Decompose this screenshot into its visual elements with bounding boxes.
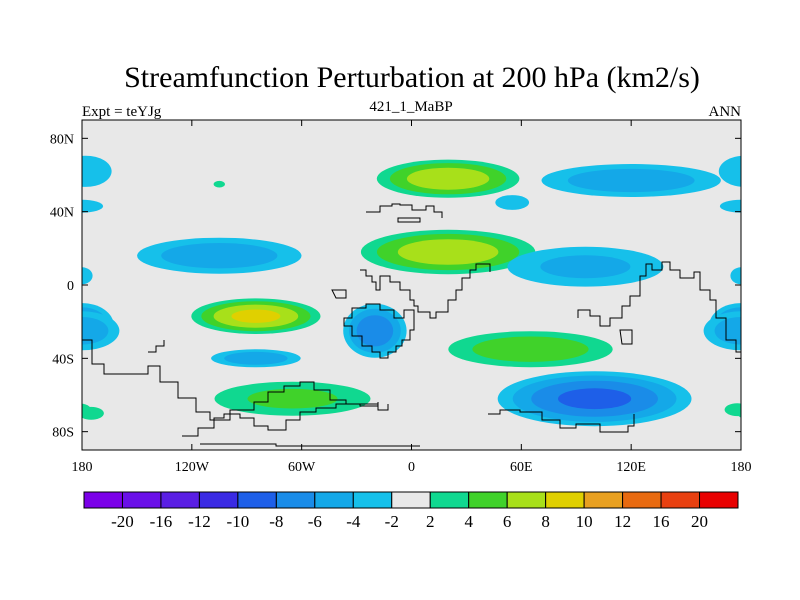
contour-band	[724, 403, 741, 417]
colorbar-swatch	[121, 491, 162, 509]
colorbar-swatch	[391, 491, 431, 509]
coastline-antarctic-base	[200, 443, 420, 447]
colorbar-swatch	[699, 491, 739, 509]
x-tick-label: 0	[408, 460, 415, 475]
colorbar-swatch	[622, 491, 662, 509]
x-tick-label: 60E	[510, 460, 533, 475]
coastline-southern-shelf	[182, 402, 379, 437]
x-tick-label: 120W	[175, 460, 210, 475]
colorbar-label: -12	[188, 512, 211, 531]
contour-band	[82, 199, 104, 213]
x-axis-ticks: 180 120W 60W 0 60E 120E 180	[72, 120, 752, 475]
colorbar-label: -6	[308, 512, 322, 531]
map-plot-area	[81, 119, 742, 451]
contour-band	[558, 388, 632, 410]
colorbar-swatch	[660, 491, 701, 509]
y-axis-ticks: 80N 40N 0 40S 80S	[50, 132, 741, 441]
colorbar-label: 10	[576, 512, 593, 531]
contour-band	[356, 315, 394, 347]
contour-band	[82, 155, 112, 187]
contour-band	[718, 155, 741, 187]
x-tick-label: 180	[731, 460, 752, 475]
contour-band	[213, 180, 225, 188]
colorbar-label: -2	[385, 512, 399, 531]
y-tick-label: 40N	[50, 206, 74, 221]
colorbar-swatch	[583, 491, 624, 509]
center-subtitle: 421_1_MaBP	[369, 99, 452, 115]
colorbar-label: -8	[269, 512, 283, 531]
colorbar-swatch	[429, 491, 470, 509]
contour-band	[161, 243, 278, 269]
colorbar-swatch	[545, 491, 585, 509]
filled-contour-field	[82, 155, 741, 427]
chart-title: Streamfunction Perturbation at 200 hPa (…	[124, 61, 700, 94]
right-subtitle: ANN	[709, 104, 742, 120]
coastline-antarctic-east	[488, 409, 635, 433]
colorbar-label: 20	[691, 512, 708, 531]
x-tick-label: 180	[72, 460, 93, 475]
x-tick-label: 120E	[616, 460, 646, 475]
left-subtitle: Expt = teYJg	[82, 104, 162, 120]
y-tick-label: 40S	[52, 352, 74, 367]
colorbar-swatch	[160, 491, 200, 509]
coastline-lakes	[331, 217, 421, 299]
colorbar-label: 8	[541, 512, 550, 531]
coastlines	[82, 203, 741, 447]
contour-band	[540, 255, 631, 279]
colorbar-swatch	[468, 491, 508, 509]
x-tick-label: 60W	[288, 460, 316, 475]
coastline-southwest	[82, 339, 389, 421]
contour-band	[472, 336, 589, 362]
colorbar-label: 6	[503, 512, 512, 531]
coastline-northamerica-pacific	[366, 203, 443, 218]
colorbar-swatch	[352, 491, 393, 509]
colorbar-swatch	[237, 491, 277, 509]
y-tick-label: 80N	[50, 132, 74, 147]
y-tick-label: 0	[67, 279, 74, 294]
colorbar-swatch	[275, 491, 316, 509]
colorbar-label: -4	[346, 512, 361, 531]
contour-band	[714, 317, 741, 345]
colorbar-label: 2	[426, 512, 435, 531]
colorbar-label: 12	[614, 512, 631, 531]
contour-band	[397, 239, 499, 265]
coastline-central-isthmus	[360, 263, 491, 319]
colorbar-label: -16	[150, 512, 173, 531]
colorbar-label: 16	[653, 512, 670, 531]
colorbar-swatch	[314, 491, 354, 509]
contour-band	[719, 199, 741, 213]
colorbar-swatch	[506, 491, 547, 509]
contour-band	[730, 267, 741, 285]
contour-band	[82, 317, 109, 345]
colorbar-label: -10	[227, 512, 250, 531]
contour-band	[224, 351, 288, 365]
contour-band	[247, 388, 338, 409]
colorbar-label: -20	[111, 512, 134, 531]
contour-band	[495, 195, 530, 210]
contour-band	[231, 309, 281, 323]
coastline-madagascar	[619, 329, 633, 345]
contour-band	[82, 267, 93, 285]
y-tick-label: 80S	[52, 426, 74, 441]
colorbar-swatch	[198, 491, 239, 509]
contour-band	[567, 168, 695, 193]
colorbar-label: 4	[464, 512, 473, 531]
coastline-marginal-sea	[148, 340, 165, 353]
contour-band	[82, 403, 91, 416]
colorbar-swatch	[83, 491, 123, 509]
contour-band	[406, 167, 490, 190]
coastline-africa	[577, 261, 741, 353]
coastline-south-america	[343, 303, 415, 359]
colorbar: -20 -16 -12 -10 -8 -6 -4 -2 2 4 6 8 10 12 16 20	[83, 491, 739, 531]
